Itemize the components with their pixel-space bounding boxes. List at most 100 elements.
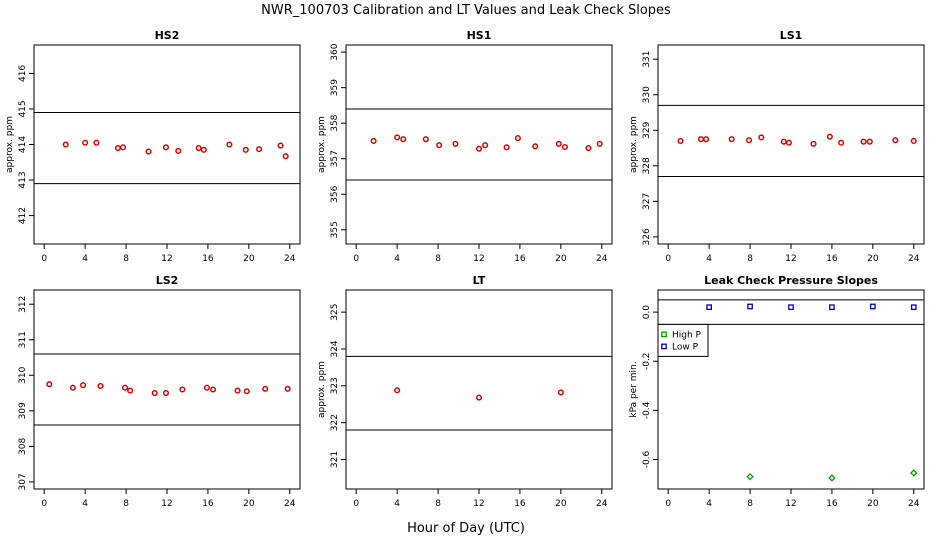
panel-hs1: HS1 0 4 8 12 16 20 24 355 356 357 358 359 360 approx. …	[317, 29, 613, 264]
y-tick-label: 312	[18, 296, 28, 313]
x-tick-label: 20	[243, 254, 255, 264]
y-tick-label: 413	[18, 171, 28, 188]
x-tick-label: 4	[82, 254, 88, 264]
data-point	[242, 146, 249, 153]
y-tick-label: 328	[642, 157, 652, 174]
y-tick-label: 322	[330, 414, 340, 431]
y-tick-label: 308	[18, 437, 28, 454]
x-tick-label: 8	[747, 499, 753, 509]
data-point	[555, 140, 562, 147]
y-tick-label: 321	[330, 451, 340, 468]
data-point-high-p	[746, 472, 754, 481]
data-point	[561, 143, 568, 151]
x-tick-label: 4	[394, 499, 400, 509]
data-point	[785, 139, 793, 146]
data-point	[162, 390, 170, 397]
data-point	[810, 140, 817, 147]
data-point	[677, 137, 684, 144]
y-axis-label: approx. ppm	[317, 361, 327, 418]
panel-title: LS2	[156, 274, 179, 287]
x-tick-label: 8	[435, 254, 441, 264]
plot-frame	[345, 44, 613, 245]
data-point	[256, 146, 263, 153]
x-tick-label: 20	[867, 254, 879, 264]
plot-frame	[657, 289, 925, 490]
x-tick-label: 24	[596, 499, 608, 509]
x-tick-label: 24	[596, 254, 608, 264]
x-tick-label: 20	[243, 499, 255, 509]
x-tick-label: 16	[514, 254, 526, 264]
data-point	[243, 388, 250, 395]
panel-title: HS2	[155, 29, 180, 42]
data-point-low-p	[869, 303, 876, 310]
data-point	[69, 384, 76, 391]
legend-marker-high-p	[661, 331, 667, 338]
data-point	[151, 390, 158, 397]
data-point	[475, 394, 483, 401]
data-point	[82, 139, 89, 146]
y-tick-label: 358	[330, 114, 340, 131]
data-point-low-p	[706, 304, 713, 311]
y-axis-label: approx. ppm	[629, 116, 639, 173]
y-tick-label: 0.0	[642, 305, 652, 320]
data-point	[97, 382, 104, 389]
y-tick-label: 359	[330, 79, 340, 96]
y-tick-label: 414	[18, 136, 28, 153]
data-point	[93, 139, 100, 146]
data-point	[758, 134, 765, 141]
y-tick-label: 309	[18, 402, 28, 419]
legend-box	[657, 323, 709, 357]
data-point	[596, 140, 603, 147]
y-tick-label: 311	[18, 331, 28, 348]
x-axis-label: Hour of Day (UTC)	[407, 521, 525, 536]
data-point	[728, 136, 735, 143]
panel-title: HS1	[467, 29, 492, 42]
y-tick-label: 357	[330, 150, 340, 167]
data-point	[284, 385, 291, 392]
y-tick-label: 324	[330, 340, 340, 357]
data-point	[175, 147, 182, 154]
legend: High P Low P	[657, 323, 709, 357]
y-axis-label: kPa per min.	[629, 361, 639, 417]
panel-ls1: LS1 0 4 8 12 16 20 24 326 327 328 329 330 331 approx. …	[629, 29, 925, 264]
data-point	[200, 146, 207, 153]
y-tick-label: -0.2	[642, 352, 652, 370]
data-point	[122, 384, 129, 391]
data-point-low-p	[910, 304, 917, 311]
legend-marker-low-p	[661, 343, 667, 350]
panel-ls2: LS2 0 4 8 12 16 20 24 307 308 309 310 311 312	[18, 274, 301, 509]
x-tick-label: 24	[908, 254, 920, 264]
data-point	[826, 133, 833, 140]
data-point	[370, 137, 377, 144]
x-tick-label: 4	[394, 254, 400, 264]
data-point	[532, 143, 539, 150]
x-tick-label: 8	[123, 499, 129, 509]
data-point	[482, 142, 489, 149]
x-tick-label: 12	[473, 499, 484, 509]
data-point	[892, 137, 899, 144]
x-tick-label: 24	[284, 254, 296, 264]
figure-title: NWR_100703 Calibration and LT Values and…	[261, 3, 671, 18]
panel-hs2: HS2 0 4 8 12 16 20 24 412 413 414 415 416 approx. ppm	[5, 29, 301, 264]
data-point	[422, 136, 429, 143]
y-tick-label: 360	[330, 43, 340, 60]
data-point	[860, 138, 867, 145]
panel-lt: LT 0 4 8 12 16 20 24 321 322 323 324 325 approx. ppm	[317, 274, 613, 509]
data-point	[400, 136, 407, 143]
data-point	[262, 385, 269, 392]
panel-title: LT	[473, 274, 486, 287]
x-tick-label: 0	[41, 254, 47, 264]
x-tick-label: 0	[41, 499, 47, 509]
x-tick-label: 12	[785, 254, 796, 264]
data-point	[46, 381, 53, 388]
y-tick-label: 307	[18, 473, 28, 490]
data-point	[557, 389, 564, 396]
x-tick-label: 12	[473, 254, 484, 264]
data-point-low-p	[829, 304, 835, 311]
data-point	[697, 136, 705, 143]
x-tick-label: 16	[202, 499, 214, 509]
data-point	[209, 386, 217, 393]
data-point	[910, 137, 917, 144]
data-point	[277, 142, 284, 149]
panel-title: LS1	[780, 29, 803, 42]
